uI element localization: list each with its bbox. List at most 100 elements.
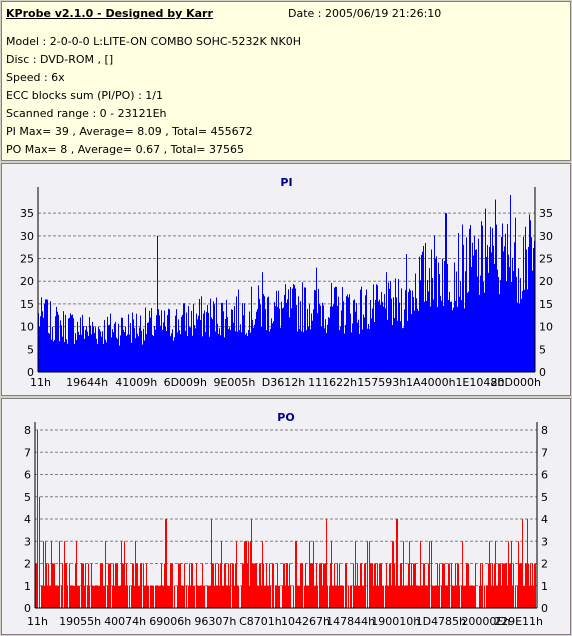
pi-bar [289,317,290,372]
pi-bar [309,304,310,372]
po-bar [417,585,418,608]
po-bar [59,541,60,608]
pi-bar [68,318,69,372]
po-bar [444,563,445,608]
po-xtick-label: 40074h [104,615,146,628]
pi-bar [508,254,509,372]
po-bar [298,585,299,608]
pi-bar [369,328,370,372]
po-bar [448,563,449,608]
pi-bar [182,314,183,372]
pi-bar [484,292,485,372]
pi-bar [163,322,164,372]
po-bar [216,585,217,608]
po-bar [445,585,446,608]
pi-bar [307,308,308,372]
po-bar [228,563,229,608]
po-bar [515,585,516,608]
po-bar [167,585,168,608]
po-bar [250,541,251,608]
po-ytick-right: 7 [541,446,548,459]
pi-bar [372,308,373,372]
pi-bar [514,242,515,372]
pi-bar [501,236,502,372]
pi-bar [240,324,241,372]
po-bar [186,585,187,608]
pi-bar [195,328,196,372]
po-bar [480,563,481,608]
po-bar [496,585,497,608]
po-bar [256,563,257,608]
po-bar [330,563,331,608]
po-bar [400,563,401,608]
pi-bar [185,330,186,372]
po-bar [265,585,266,608]
pi-xtick-label: 6D009h [164,376,207,389]
pi-bar [334,287,335,372]
pi-bar [191,311,192,372]
pi-bar [418,310,419,372]
pi-bar [216,297,217,372]
pi-bar [237,331,238,372]
po-bar [230,563,231,608]
po-bar [235,563,236,608]
pi-bar [255,319,256,372]
pi-bar [233,322,234,372]
pi-bar [481,221,482,372]
po-bar [529,585,530,608]
po-ytick-right: 6 [541,469,548,482]
pi-bar [500,280,501,372]
pi-bar [74,344,75,372]
pi-bar [128,314,129,372]
po-bar [208,585,209,608]
po-bar [54,563,55,608]
pi-bar [160,325,161,372]
pi-bar [222,302,223,372]
po-bar [407,585,408,608]
po-bar [225,563,226,608]
pi-bar [525,226,526,372]
po-bar [357,563,358,608]
po-bar [242,563,243,608]
pi-bar [89,317,90,372]
po-bar [306,585,307,608]
po-xtick-label: 147844h [326,615,375,628]
po-bar [259,563,260,608]
po-bar [127,585,128,608]
po-bar [246,541,247,608]
po-bar [340,585,341,608]
pi-bar [41,297,42,372]
pi-bar [154,325,155,372]
po-bar [523,585,524,608]
po-bar [467,563,468,608]
pi-bar [96,338,97,372]
po-bar [396,519,397,608]
pi-bar [316,267,317,372]
po-bar [488,563,489,608]
po-bar [395,585,396,608]
pi-bar [51,339,52,372]
pi-bar [262,272,263,372]
po-bar [42,585,43,608]
po-bar [497,585,498,608]
pi-bar [52,326,53,372]
po-bar [182,585,183,608]
po-bar [76,541,77,608]
po-bar [493,585,494,608]
pi-bar [69,317,70,372]
pi-bar [353,300,354,372]
pi-bar [449,291,450,372]
pi-bar [338,296,339,372]
pi-bar [39,326,40,372]
po-bar [452,585,453,608]
po-bar [43,541,44,608]
po-bar [83,563,84,608]
po-bar [91,563,92,608]
pi-bar [148,322,149,372]
po-bar [196,563,197,608]
po-bar [468,563,469,608]
pi-bar [360,289,361,372]
pi-bar [517,302,518,372]
pi-bar [59,341,60,372]
pi-bar [274,302,275,372]
